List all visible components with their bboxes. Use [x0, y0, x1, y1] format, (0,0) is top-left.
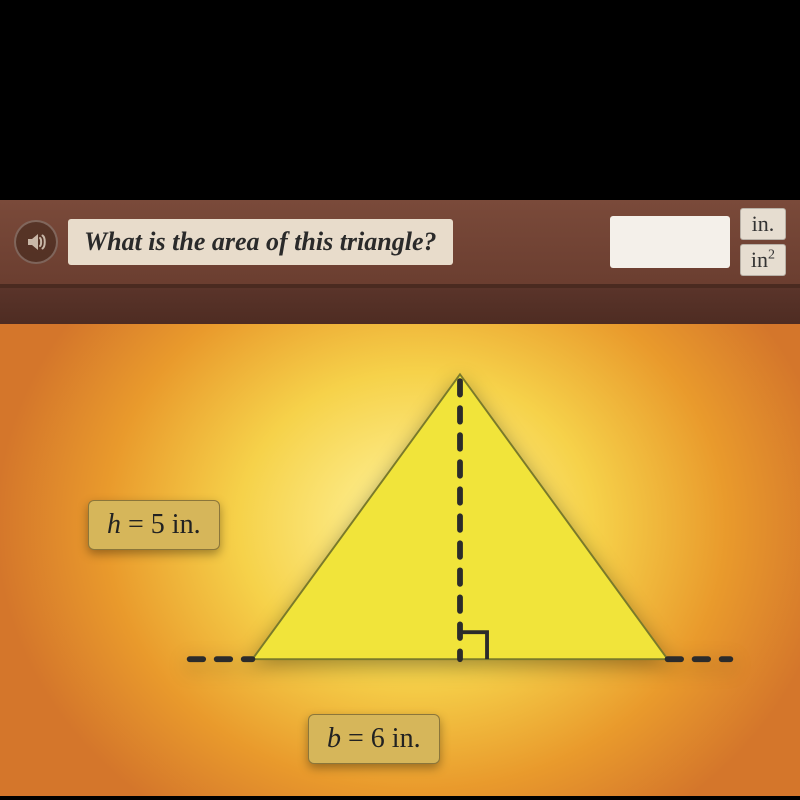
play-audio-button[interactable] — [14, 220, 58, 264]
unit-in2-base: in — [751, 247, 768, 272]
unit-option-in2[interactable]: in2 — [740, 244, 786, 276]
unit-selector: in. in2 — [740, 208, 786, 277]
question-prompt: What is the area of this triangle? — [68, 219, 453, 265]
figure-canvas: h = 5 in. b = 6 in. — [0, 324, 800, 800]
height-var: h — [107, 509, 121, 540]
base-rest: = 6 in. — [341, 723, 421, 754]
question-bar: What is the area of this triangle? in. i… — [0, 200, 800, 288]
answer-input[interactable] — [610, 216, 730, 268]
unit-option-in[interactable]: in. — [740, 208, 786, 240]
divider-strip — [0, 288, 800, 324]
base-var: b — [327, 723, 341, 754]
letterbox-bottom — [0, 796, 800, 800]
letterbox-top — [0, 0, 800, 200]
triangle-figure — [180, 364, 740, 684]
height-label: h = 5 in. — [88, 500, 220, 550]
base-label: b = 6 in. — [308, 714, 440, 764]
unit-in2-exp: 2 — [768, 248, 775, 263]
height-rest: = 5 in. — [121, 509, 201, 540]
speaker-icon — [24, 230, 48, 254]
